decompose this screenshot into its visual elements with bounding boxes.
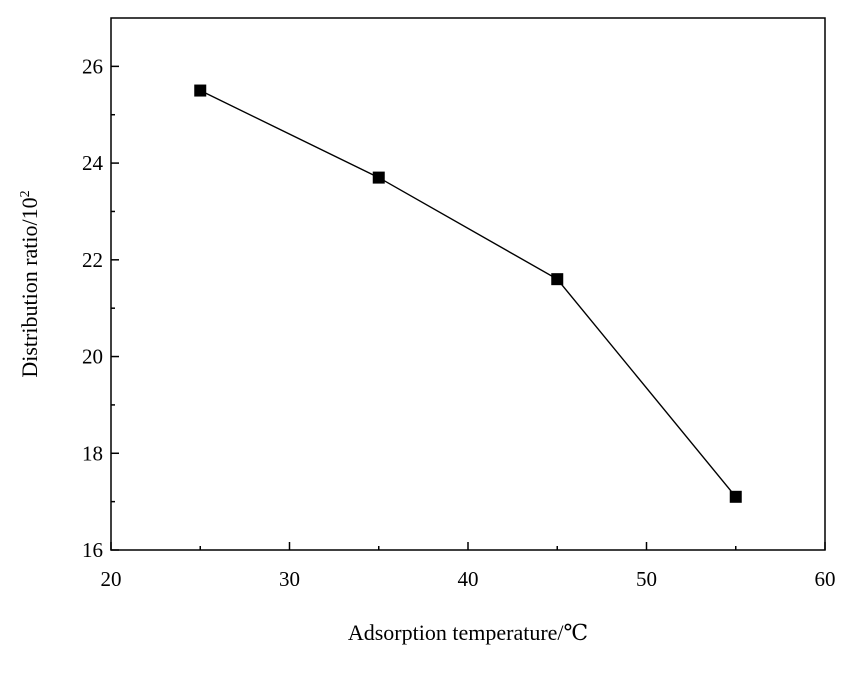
- data-point-marker: [372, 171, 385, 184]
- x-tick-label: 30: [279, 567, 300, 591]
- series-layer: [194, 84, 742, 503]
- x-axis: 20 30 40 50 60: [101, 542, 836, 591]
- y-axis: 16 18 20 22 24 26: [82, 54, 119, 562]
- x-axis-title: Adsorption temperature/℃: [348, 620, 588, 645]
- data-point-marker: [194, 84, 207, 97]
- y-tick-label: 24: [82, 151, 104, 175]
- data-point-marker: [551, 273, 564, 286]
- plot-frame: [110, 17, 826, 551]
- y-tick-label: 18: [82, 441, 103, 465]
- x-tick-label: 40: [458, 567, 479, 591]
- y-tick-label: 20: [82, 345, 103, 369]
- y-axis-title-base: Distribution ratio/10: [17, 197, 42, 377]
- x-tick-label: 60: [815, 567, 836, 591]
- y-axis-title-superscript: 2: [18, 190, 33, 197]
- x-tick-label: 50: [636, 567, 657, 591]
- y-tick-label: 22: [82, 248, 103, 272]
- y-tick-label: 26: [82, 54, 103, 78]
- y-tick-label: 16: [82, 538, 103, 562]
- data-point-marker: [729, 490, 742, 503]
- x-tick-label: 20: [101, 567, 122, 591]
- y-axis-title: Distribution ratio/102: [17, 190, 42, 377]
- series-line: [199, 89, 737, 498]
